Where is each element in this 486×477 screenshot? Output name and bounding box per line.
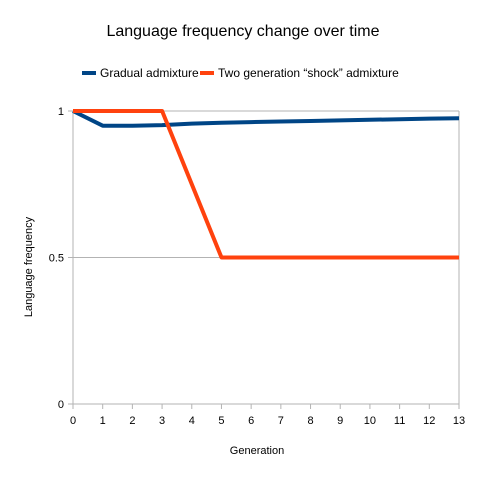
axes bbox=[68, 111, 460, 409]
y-tick-label: 0 bbox=[58, 399, 64, 411]
x-tick-label: 0 bbox=[70, 415, 76, 427]
x-tick-label: 8 bbox=[307, 415, 313, 427]
legend-label-shock-admixture: Two generation “shock” admixture bbox=[218, 66, 399, 80]
y-axis-label: Language frequency bbox=[23, 216, 35, 317]
x-tick-label: 3 bbox=[159, 415, 165, 427]
y-tick-labels: 00.51 bbox=[49, 106, 64, 411]
x-tick-label: 1 bbox=[100, 415, 106, 427]
series-line-shock-admixture bbox=[73, 109, 459, 260]
x-tick-label: 7 bbox=[278, 415, 284, 427]
x-tick-label: 12 bbox=[423, 415, 435, 427]
chart-title: Language frequency change over time bbox=[106, 23, 379, 40]
x-tick-labels: 0 1 2 3 4 5 6 7 8 9 10 11 12 13 bbox=[70, 415, 465, 427]
series bbox=[72, 109, 460, 260]
x-tick-label: 13 bbox=[453, 415, 465, 427]
y-tick-label: 1 bbox=[58, 106, 64, 118]
legend-label-gradual-admixture: Gradual admixture bbox=[100, 66, 199, 80]
y-tick-label: 0.5 bbox=[49, 253, 64, 265]
legend: Gradual admixture Two generation “shock”… bbox=[82, 66, 399, 80]
x-tick-label: 9 bbox=[337, 415, 343, 427]
x-tick-label: 4 bbox=[189, 415, 195, 427]
x-tick-label: 6 bbox=[248, 415, 254, 427]
x-tick-label: 11 bbox=[394, 415, 405, 427]
series-line-gradual-admixture bbox=[72, 109, 460, 128]
x-tick-label: 10 bbox=[364, 415, 376, 427]
x-tick-label: 2 bbox=[129, 415, 135, 427]
x-tick-label: 5 bbox=[218, 415, 224, 427]
x-axis-label: Generation bbox=[230, 445, 284, 457]
